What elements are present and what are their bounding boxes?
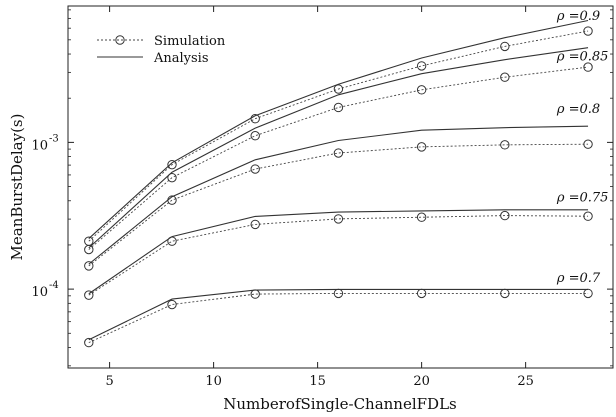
simulation-point	[250, 114, 260, 124]
simulation-point	[333, 84, 344, 94]
simulation-line	[88, 30, 589, 242]
simulation-point	[583, 26, 593, 36]
series-group	[84, 19, 593, 348]
simulation-point	[250, 164, 260, 174]
simulation-point	[583, 62, 593, 72]
y-tick-exponent: -3	[49, 133, 59, 144]
simulation-point	[333, 214, 344, 224]
simulation-point	[583, 139, 593, 149]
annotations-group: ρ =0.9 ρ =0.85 ρ =0.8 ρ =0.75 ρ =0.7	[556, 9, 609, 286]
simulation-point	[416, 61, 427, 71]
rho-annotation: ρ =0.85	[556, 50, 609, 65]
simulation-point	[167, 159, 177, 170]
y-tick-label: 10	[31, 138, 48, 153]
x-tick-label: 15	[309, 374, 326, 389]
rho-annotation: ρ =0.8	[556, 102, 600, 117]
simulation-point	[250, 289, 260, 299]
simulation-line	[88, 292, 589, 344]
simulation-point	[333, 102, 344, 113]
rho-annotation: ρ =0.75	[556, 191, 609, 206]
y-axis-label: MeanBurstDelay(s)	[8, 114, 26, 261]
simulation-point	[250, 219, 260, 230]
simulation-point	[333, 148, 344, 158]
simulation-point	[500, 41, 510, 52]
simulation-point	[583, 211, 593, 221]
simulation-point	[416, 142, 427, 152]
rho-annotation: ρ =0.7	[556, 271, 601, 286]
legend: Simulation Analysis	[97, 34, 226, 66]
x-tick-label: 10	[205, 374, 222, 389]
simulation-point	[84, 261, 94, 271]
analysis-line	[88, 125, 589, 265]
simulation-point	[84, 290, 94, 300]
analysis-line	[88, 19, 589, 239]
x-tick-label: 5	[105, 374, 113, 389]
x-tick-label: 20	[413, 374, 430, 389]
rho-annotation: ρ =0.9	[556, 9, 600, 24]
x-axis-label: NumberofSingle-ChannelFDLs	[223, 395, 457, 413]
plot-area	[67, 5, 614, 369]
simulation-point	[250, 131, 260, 141]
simulation-line	[88, 66, 589, 250]
simulation-point	[500, 288, 510, 299]
y-tick-label: 10	[31, 285, 48, 300]
y-tick-exponent: -4	[49, 280, 59, 291]
simulation-point	[84, 244, 94, 255]
simulation-point	[500, 140, 510, 150]
simulation-point	[416, 288, 427, 299]
simulation-line	[88, 215, 589, 296]
simulation-point	[167, 172, 177, 183]
simulation-point	[167, 236, 177, 246]
simulation-point	[416, 212, 427, 222]
legend-analysis-label: Analysis	[153, 51, 209, 66]
simulation-point	[84, 337, 94, 348]
simulation-point	[583, 288, 593, 299]
simulation-point	[500, 72, 510, 82]
simulation-point	[167, 195, 177, 205]
simulation-point	[167, 299, 177, 310]
simulation-point	[416, 85, 427, 95]
analysis-line	[88, 47, 589, 249]
x-tick-label: 25	[517, 374, 534, 389]
simulation-point	[333, 288, 344, 299]
legend-simulation-marker	[115, 35, 125, 45]
simulation-point	[500, 210, 510, 221]
legend-simulation-label: Simulation	[154, 34, 226, 49]
